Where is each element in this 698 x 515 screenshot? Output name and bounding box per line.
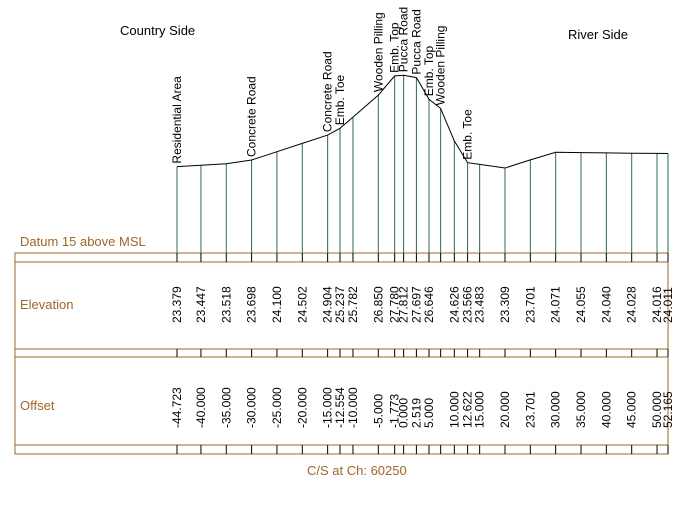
- offset-value: 10.000: [447, 391, 461, 428]
- elevation-value: 27.697: [409, 286, 423, 323]
- offset-value: -30.000: [245, 387, 259, 428]
- elevation-value: 23.518: [219, 286, 233, 323]
- offset-value: -25.000: [270, 387, 284, 428]
- elevation-value: 24.100: [270, 286, 284, 323]
- offset-values: -44.723 -40.000 -35.000 -30.000 -25.000 -20.0…: [170, 387, 675, 428]
- elevation-value: 27.812: [397, 286, 411, 323]
- feature-label: Wooden Pilling: [371, 12, 385, 92]
- elevation-value: 23.379: [170, 286, 184, 323]
- offset-value: -12.554: [333, 387, 347, 428]
- elevation-value: 24.011: [661, 287, 675, 323]
- river-side-label: River Side: [568, 27, 628, 42]
- elevation-value: 26.850: [371, 286, 385, 323]
- offset-value: 2.519: [409, 398, 423, 428]
- elevation-row-label: Elevation: [20, 297, 73, 312]
- feature-label: Emb. Toe: [461, 109, 475, 160]
- elevation-value: 23.309: [498, 286, 512, 323]
- feature-labels: Residential Area Concrete Road Concrete Ro…: [170, 7, 475, 164]
- feature-label: Emb. Top: [388, 22, 402, 73]
- feature-label: Pucca Road: [409, 9, 423, 74]
- offset-value: -5.000: [371, 394, 385, 428]
- feature-label: Emb. Toe: [333, 75, 347, 126]
- station-lines: [176, 75, 669, 253]
- offset-value: 35.000: [574, 391, 588, 428]
- elevation-value: 23.698: [245, 286, 259, 323]
- offset-value: 45.000: [625, 391, 639, 428]
- offset-value: 40.000: [599, 391, 613, 428]
- elevation-value: 25.782: [346, 286, 360, 323]
- elevation-value: 27.780: [388, 286, 402, 323]
- offset-value: -40.000: [194, 387, 208, 428]
- feature-label: Emb. Top: [422, 46, 436, 97]
- elevation-value: 24.502: [295, 286, 309, 323]
- elevation-value: 23.566: [461, 286, 475, 323]
- elevation-value: 24.055: [574, 286, 588, 323]
- offset-value: 12.622: [461, 391, 475, 428]
- feature-label: Wooden Pilling: [434, 26, 448, 106]
- table-ticks: [176, 253, 669, 454]
- feature-label: Pucca Road: [397, 7, 411, 72]
- elevation-value: 24.028: [625, 286, 639, 323]
- offset-value: -35.000: [219, 387, 233, 428]
- ground-profile-line: [176, 74, 669, 169]
- offset-value: 52.165: [661, 391, 675, 428]
- offset-value: 0.000: [397, 398, 411, 428]
- elevation-value: 24.016: [650, 286, 664, 323]
- elevation-value: 24.071: [549, 286, 563, 323]
- offset-value: -10.000: [346, 387, 360, 428]
- elevation-value: 25.237: [333, 286, 347, 323]
- elevation-values: 23.379 23.447 23.518 23.698 24.100 24.502 24.9…: [170, 286, 675, 323]
- offset-value: 20.000: [498, 391, 512, 428]
- elevation-value: 23.483: [473, 286, 487, 323]
- country-side-label: Country Side: [120, 23, 195, 38]
- feature-label: Concrete Road: [321, 51, 335, 132]
- elevation-value: 24.904: [321, 286, 335, 323]
- offset-row-label: Offset: [20, 398, 55, 413]
- feature-label: Concrete Road: [245, 76, 259, 157]
- elevation-value: 26.646: [422, 286, 436, 323]
- chainage-caption: C/S at Ch: 60250: [307, 463, 407, 478]
- offset-value: 15.000: [473, 391, 487, 428]
- elevation-value: 23.701: [523, 286, 537, 323]
- offset-value: 50.000: [650, 391, 664, 428]
- offset-value: 23.701: [523, 391, 537, 428]
- offset-value: -15.000: [321, 387, 335, 428]
- elevation-value: 24.040: [599, 286, 613, 323]
- offset-value: 5.000: [422, 398, 436, 428]
- offset-value: -1.773: [388, 394, 402, 428]
- offset-value: -20.000: [295, 387, 309, 428]
- offset-value: -44.723: [170, 387, 184, 428]
- offset-value: 30.000: [549, 391, 563, 428]
- elevation-value: 24.626: [447, 286, 461, 323]
- elevation-value: 23.447: [194, 286, 208, 323]
- datum-label: Datum 15 above MSL: [20, 234, 146, 249]
- feature-label: Residential Area: [170, 76, 184, 164]
